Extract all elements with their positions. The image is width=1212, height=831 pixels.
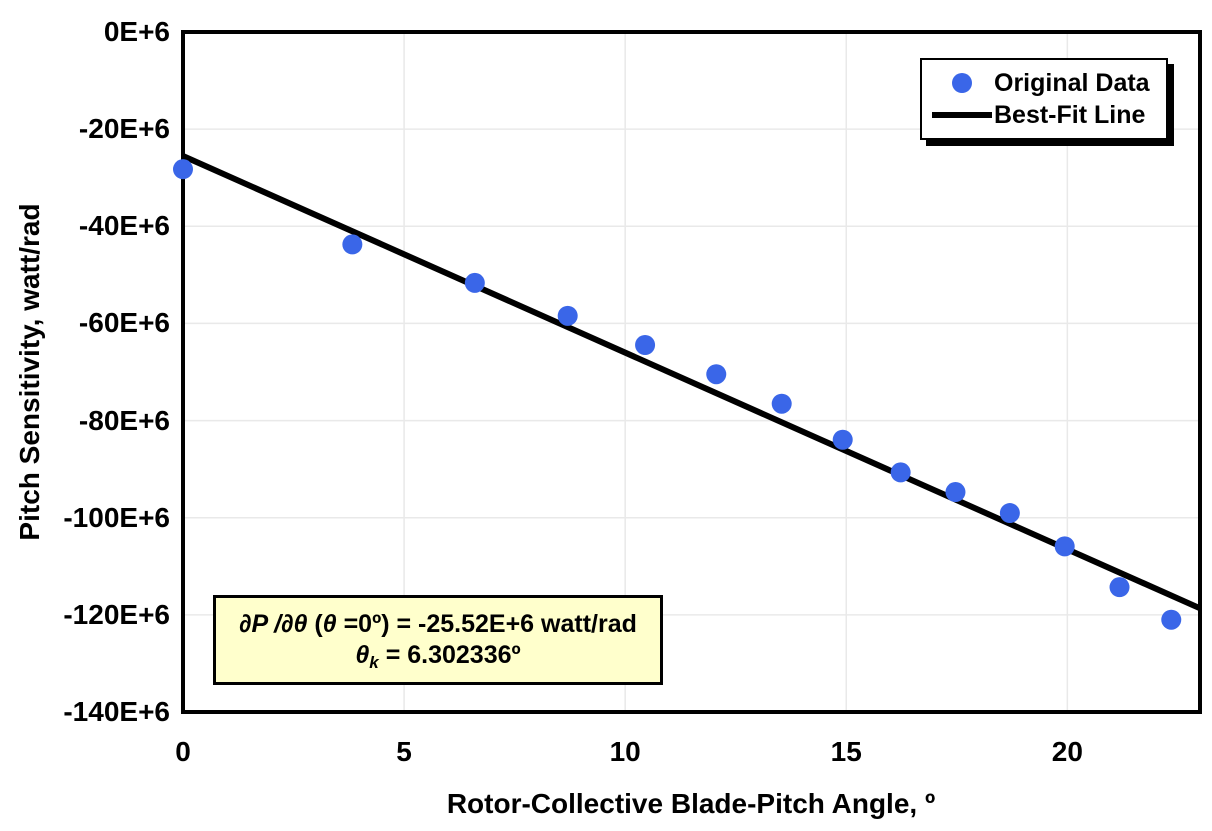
data-point	[1161, 609, 1182, 630]
x-tick-label: 5	[396, 736, 412, 767]
data-point	[890, 462, 911, 483]
legend-marker-cell	[930, 112, 994, 118]
data-point	[706, 364, 727, 385]
best-fit-line	[181, 153, 1202, 612]
annotation-segment: k	[369, 653, 379, 672]
annotation-segment: ∂P /∂θ	[239, 610, 308, 638]
data-point	[945, 482, 966, 503]
legend-item-best-fit-line: Best-Fit Line	[930, 101, 1160, 129]
data-point	[1109, 577, 1130, 598]
y-tick-label: -120E+6	[63, 598, 170, 630]
data-point	[464, 272, 485, 293]
annotation-segment: θ	[355, 641, 370, 669]
annotation-segment: =0º) = -25.52E+6 watt/rad	[336, 610, 637, 638]
x-tick-label: 10	[609, 736, 641, 767]
plot-border	[181, 30, 1202, 714]
legend-label-best-fit-line: Best-Fit Line	[994, 100, 1146, 129]
y-tick-label: 0E+6	[103, 16, 170, 47]
data-point	[173, 159, 193, 180]
x-tick-label: 0	[175, 736, 191, 767]
data-point	[1054, 536, 1075, 557]
annotation-line: θ k = 6.302336º	[355, 641, 521, 672]
annotation-segment: = 6.302336º	[378, 641, 521, 669]
annotation-segment: (	[307, 610, 323, 638]
legend-item-original-data: Original Data	[930, 69, 1160, 97]
data-point	[771, 393, 792, 414]
data-point	[557, 305, 578, 326]
y-tick-label: -60E+6	[78, 307, 170, 339]
y-tick-label: -100E+6	[63, 501, 170, 533]
scatter-marker-icon	[952, 73, 972, 93]
x-tick-label: 15	[830, 736, 862, 767]
y-tick-label: -20E+6	[78, 113, 170, 145]
y-tick-label: -40E+6	[78, 210, 170, 242]
line-marker-icon	[932, 112, 992, 118]
data-point	[999, 503, 1020, 524]
x-tick-label: 20	[1051, 736, 1083, 767]
annotation-line: ∂P /∂θ (θ =0º) = -25.52E+6 watt/rad	[239, 612, 637, 637]
data-point	[832, 429, 853, 450]
y-tick-label: -80E+6	[78, 404, 170, 436]
annotation-segment: θ	[322, 610, 337, 638]
y-axis-title: Pitch Sensitivity, watt/rad	[14, 203, 45, 541]
data-point	[635, 334, 656, 355]
y-tick-label: -140E+6	[63, 696, 170, 727]
legend: Original Data Best-Fit Line	[920, 58, 1168, 140]
legend-label-original-data: Original Data	[994, 68, 1150, 97]
annotation-box: ∂P /∂θ (θ =0º) = -25.52E+6 watt/rad θ k =…	[213, 595, 663, 685]
legend-marker-cell	[930, 73, 994, 93]
data-point	[342, 234, 363, 255]
x-axis-title: Rotor-Collective Blade-Pitch Angle, º	[446, 788, 936, 819]
